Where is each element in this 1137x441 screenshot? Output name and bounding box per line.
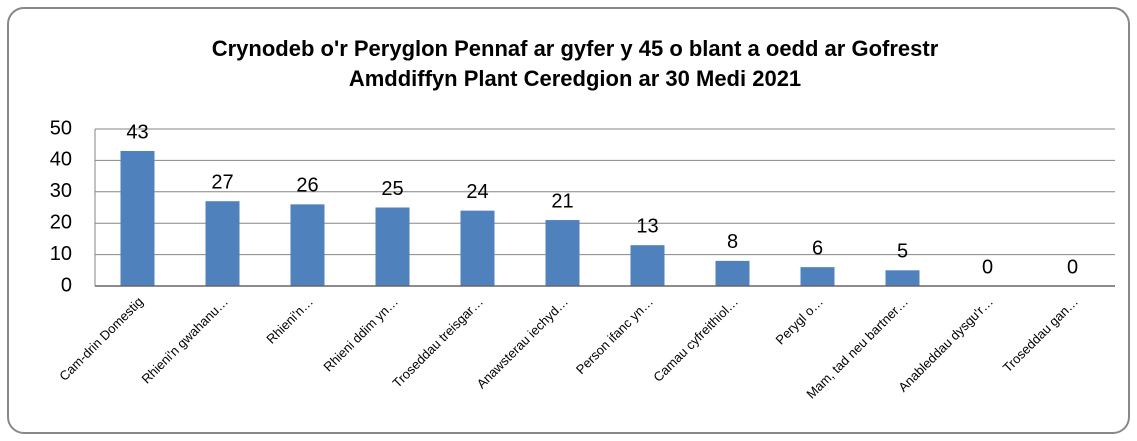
- bar: [630, 245, 665, 286]
- y-tick-label: 40: [50, 149, 72, 171]
- y-tick-label: 20: [50, 211, 72, 233]
- value-label: 0: [982, 256, 993, 278]
- bar: [375, 207, 410, 286]
- value-label: 6: [812, 237, 823, 259]
- value-label: 13: [636, 215, 658, 237]
- value-label: 26: [296, 175, 318, 197]
- value-label: 27: [211, 172, 233, 194]
- bar: [885, 270, 920, 286]
- value-label: 43: [126, 121, 148, 143]
- value-label: 24: [466, 181, 488, 203]
- y-tick-label: 50: [50, 117, 72, 139]
- y-tick-label: 10: [50, 243, 72, 265]
- bar: [460, 210, 495, 286]
- bar: [290, 204, 325, 286]
- bar: [120, 150, 155, 286]
- bar: [545, 220, 580, 286]
- y-tick-label: 30: [50, 180, 72, 202]
- value-label: 21: [551, 190, 573, 212]
- bar: [715, 260, 750, 286]
- value-label: 5: [897, 241, 908, 263]
- y-tick-label: 0: [61, 274, 72, 296]
- bar: [205, 201, 240, 286]
- value-label: 0: [1067, 256, 1078, 278]
- chart-title: Crynodeb o'r Peryglon Pennaf ar gyfer y …: [211, 36, 939, 91]
- bar: [800, 267, 835, 286]
- value-label: 25: [381, 178, 403, 200]
- value-label: 8: [727, 231, 738, 253]
